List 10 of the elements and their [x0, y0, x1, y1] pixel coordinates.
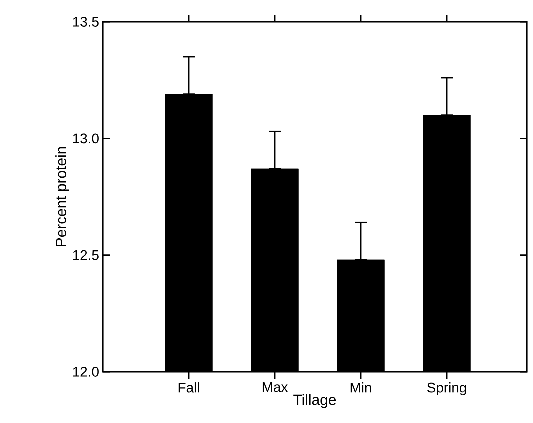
x-tick-label: Spring: [428, 382, 466, 396]
y-tick-label: 12.5: [73, 250, 99, 260]
y-axis-title: Percent protein: [56, 147, 70, 246]
x-tick-label: Min: [350, 382, 372, 393]
y-tick-label: 13.0: [73, 134, 99, 144]
y-tick-label: 13.5: [73, 17, 99, 27]
x-axis-title: Tillage: [294, 394, 336, 408]
y-tick-label: 12.0: [73, 367, 99, 377]
x-tick-label: Fall: [178, 382, 200, 393]
x-tick-label: Max: [262, 382, 288, 392]
